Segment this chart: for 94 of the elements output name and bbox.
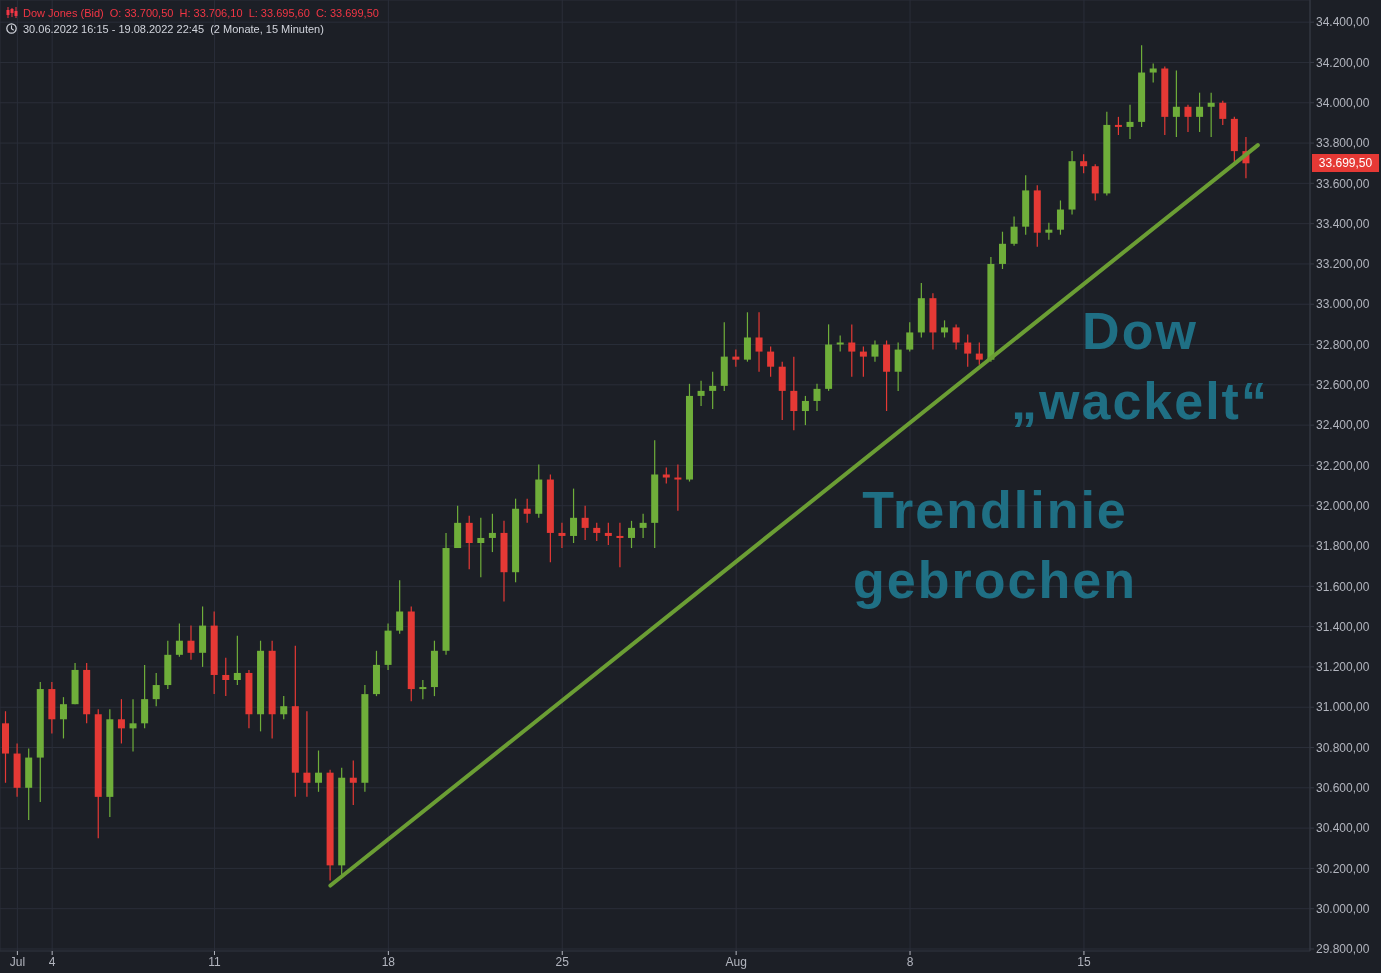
candlestick (790, 356, 798, 431)
x-tick-label: 18 (381, 954, 396, 969)
candlestick (152, 672, 160, 707)
candlestick (465, 515, 473, 570)
x-tick-label: 25 (555, 954, 570, 969)
x-tick-label: Jul (9, 954, 26, 969)
y-tick-label: 32.800,00 (1316, 337, 1370, 352)
text: Dow Jones (Bid) O: 33.700,50 H: 33.706,10 L: 33.695,60 C: 33.699,50 (23, 6, 379, 20)
candlestick (1184, 104, 1192, 133)
candlestick (558, 522, 566, 549)
y-tick-label: 31.800,00 (1316, 539, 1370, 554)
annotation: Dow „wackelt“ (1011, 302, 1269, 430)
y-tick-label: 32.200,00 (1316, 458, 1370, 473)
candlestick (303, 710, 311, 798)
candlestick (964, 333, 972, 368)
candlestick (593, 522, 601, 542)
y-tick-label: 33.800,00 (1316, 136, 1370, 151)
candlestick (59, 696, 67, 740)
candlestick (952, 323, 960, 351)
candlestick (315, 749, 323, 793)
candlestick (570, 488, 578, 544)
y-tick-label: 31.000,00 (1316, 700, 1370, 715)
candlestick (871, 339, 879, 363)
candlestick (801, 395, 809, 426)
candlestick (1080, 153, 1088, 174)
y-tick-label: 30.800,00 (1316, 740, 1370, 755)
candlestick (894, 341, 902, 392)
y-tick-label: 31.600,00 (1316, 579, 1370, 594)
candlestick (1172, 69, 1180, 138)
candlestick (743, 311, 751, 363)
candlestick (1207, 92, 1215, 138)
y-tick-label: 31.200,00 (1316, 660, 1370, 675)
y-tick-label: 30.200,00 (1316, 861, 1370, 876)
x-tick-label: 11 (208, 954, 222, 969)
candlestick (616, 522, 624, 568)
y-tick-label: 30.400,00 (1316, 821, 1370, 836)
candlestick (1196, 92, 1204, 133)
y-tick-label: 31.400,00 (1316, 619, 1370, 634)
candlestick (639, 513, 647, 539)
candlestick (581, 505, 589, 541)
candlestick (488, 513, 496, 553)
candlestick (674, 463, 682, 512)
candlestick (767, 345, 775, 378)
candlestick (1056, 199, 1064, 236)
y-tick-label: 30.000,00 (1316, 901, 1370, 916)
candlestick (628, 520, 636, 549)
candlestick (848, 323, 856, 378)
y-tick-label: 30.600,00 (1316, 781, 1370, 796)
y-tick-label: 34.000,00 (1316, 96, 1370, 111)
candlestick (187, 625, 195, 661)
y-tick-label: 32.400,00 (1316, 418, 1370, 433)
candlestick (349, 760, 357, 806)
candlestick (1219, 100, 1227, 126)
candlestick (129, 698, 137, 753)
candlestick (117, 698, 125, 745)
candlestick (175, 622, 183, 658)
candlestick (755, 311, 763, 373)
candlestick (1045, 222, 1053, 241)
y-tick-label: 33.000,00 (1316, 297, 1370, 312)
candlestick (604, 522, 612, 546)
candlestick (1114, 116, 1122, 136)
candlestick (709, 371, 717, 410)
candlestick (477, 517, 485, 578)
y-tick-label: 32.600,00 (1316, 378, 1370, 393)
x-tick-label: Aug (725, 954, 747, 969)
y-tick-label: 33.200,00 (1316, 257, 1370, 272)
candlestick (1010, 215, 1018, 247)
x-tick-label: 4 (48, 954, 56, 969)
candlestick (732, 348, 740, 368)
candlestick (859, 345, 867, 378)
y-tick-label: 33.600,00 (1316, 176, 1370, 191)
candlestick (233, 635, 241, 686)
candlestick (975, 341, 983, 366)
candlestick (813, 383, 821, 412)
x-tick-label: 15 (1077, 954, 1091, 969)
y-tick-label: 34.200,00 (1316, 55, 1370, 70)
candlestick (222, 657, 230, 697)
candlestick (280, 695, 288, 720)
candlestick (697, 380, 705, 407)
x-tick-label: 8 (906, 954, 914, 969)
text: 30.06.2022 16:15 - 19.08.2022 22:45 (2 Monate, 15 Minuten) (23, 22, 324, 36)
text: 33.699,50 (1312, 154, 1379, 173)
candlestick (998, 231, 1006, 270)
candlestick (1126, 104, 1134, 140)
candlestick (419, 679, 427, 700)
candlestick (906, 321, 914, 353)
y-tick-label: 29.800,00 (1316, 942, 1370, 957)
annotation: Trendlinie gebrochen (852, 480, 1138, 611)
candlestick (523, 498, 531, 524)
y-tick-label: 33.400,00 (1316, 216, 1370, 231)
y-tick-label: 32.000,00 (1316, 498, 1370, 513)
candlestick (1149, 62, 1157, 84)
candlestick (396, 579, 404, 635)
y-tick-label: 34.400,00 (1316, 15, 1370, 30)
